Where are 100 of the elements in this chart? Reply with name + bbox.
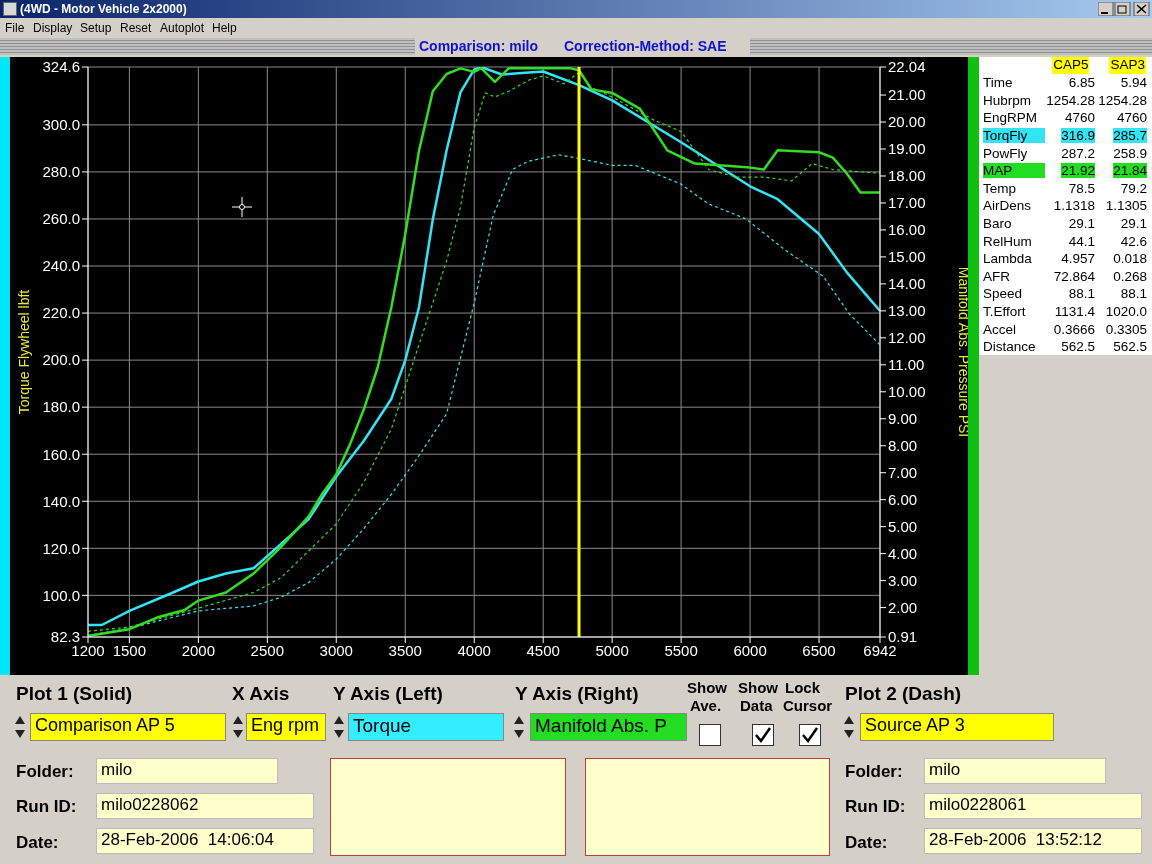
y2-tick-label: 5.00: [888, 517, 918, 535]
x-tick-label: 2000: [181, 641, 216, 659]
x-tick-label: 4000: [457, 641, 491, 659]
source-note: Source AP 3: [860, 713, 1054, 741]
y-tick-label: 200.0: [42, 351, 80, 369]
text: Lambda: [983, 251, 1032, 267]
text: Eng rpm: [246, 713, 326, 741]
text: Cursor: [783, 697, 833, 714]
x-tick-label: 5000: [595, 641, 629, 659]
text: Accel: [983, 321, 1017, 337]
y2-tick-label: 2.00: [888, 598, 918, 616]
y-tick-label: 160.0: [42, 445, 80, 463]
x-tick-label: 5500: [664, 641, 698, 659]
text: 0.3666: [1053, 321, 1095, 337]
y2-tick-label: 14.00: [888, 275, 926, 293]
y2-tick-label: 17.00: [888, 194, 926, 212]
y2-tick-label: 9.00: [888, 410, 918, 428]
text: Help: [212, 21, 237, 35]
y2-tick-label: 22.04: [888, 58, 926, 76]
text: 4760: [1116, 110, 1147, 126]
text: Show: [687, 679, 727, 696]
text: Time: [983, 75, 1013, 91]
text: Speed: [983, 286, 1023, 302]
y2-tick-label: 20.00: [888, 113, 926, 131]
y-tick-label: 140.0: [42, 492, 80, 510]
text: Run ID:: [845, 797, 906, 817]
text: Display: [33, 21, 73, 35]
text: Date:: [845, 833, 888, 853]
text: 0.268: [1113, 268, 1147, 284]
text: milo0228062: [96, 793, 314, 819]
text: Hubrpm: [983, 92, 1032, 108]
text: Plot 2 (Dash): [845, 683, 962, 705]
y2-tick-label: 8.00: [888, 437, 918, 455]
y2-tick-label: 13.00: [888, 302, 926, 320]
y2-tick-label: 19.00: [888, 140, 926, 158]
x-tick-label: 4500: [526, 641, 560, 659]
text: 72.864: [1053, 268, 1095, 284]
text: 5.94: [1120, 75, 1147, 91]
text: 1020.0: [1105, 304, 1147, 320]
text: milo0228061: [924, 793, 1142, 819]
text: Data: [740, 697, 773, 714]
y-tick-label: 180.0: [42, 398, 80, 416]
text: Y Axis (Right): [515, 683, 639, 705]
text: 1254.28: [1098, 92, 1147, 108]
text: 28-Feb-2006 14:06:04: [96, 828, 314, 854]
text: 88.1: [1068, 286, 1095, 302]
text: 21.84: [1113, 163, 1147, 179]
text: 1254.28: [1046, 92, 1095, 108]
text: TorqFly: [983, 128, 1028, 144]
text: 4.957: [1061, 251, 1095, 267]
text: milo: [96, 758, 278, 784]
text: File: [5, 21, 25, 35]
y-tick-label: 300.0: [42, 116, 80, 134]
text: AFR: [983, 268, 1010, 284]
text: Ave.: [690, 697, 722, 714]
y-tick-label: 220.0: [42, 304, 80, 322]
y2-tick-label: 15.00: [888, 248, 926, 266]
text: CAP5: [1052, 57, 1090, 74]
text: 562.5: [1061, 339, 1095, 355]
y-tick-label: 100.0: [42, 586, 80, 604]
y2-tick-label: 3.00: [888, 571, 918, 589]
y2-tick-label: 6.00: [888, 491, 918, 509]
y2-tick-label: 21.00: [888, 86, 926, 104]
text: Comparison AP 5: [30, 713, 226, 741]
text: 28-Feb-2006 13:52:12: [924, 828, 1142, 854]
y2-tick-label: 16.00: [888, 221, 926, 239]
x-tick-label: 2500: [250, 641, 284, 659]
text: 42.6: [1120, 233, 1147, 249]
text: 258.9: [1113, 145, 1147, 161]
text: 21.92: [1061, 163, 1095, 179]
text: Comparison: milo: [419, 38, 539, 54]
y-tick-label: 280.0: [42, 163, 80, 181]
text: Manifold Abs. P: [530, 713, 687, 741]
text: Y Axis (Left): [333, 683, 443, 705]
text: 6.85: [1068, 75, 1095, 91]
text: 88.1: [1120, 286, 1147, 302]
y-tick-label: 240.0: [42, 257, 80, 275]
text: 0.3305: [1105, 321, 1147, 337]
text: Autoplot: [160, 21, 205, 35]
text: Date:: [16, 833, 59, 853]
text: Temp: [983, 180, 1017, 196]
text: Run ID:: [16, 797, 77, 817]
text: 1.1318: [1053, 198, 1095, 214]
text: 285.7: [1113, 128, 1147, 144]
text: Folder:: [16, 762, 74, 782]
y2-tick-label: 11.00: [888, 356, 925, 374]
x-tick-label: 3500: [388, 641, 422, 659]
text: MAP: [983, 163, 1013, 179]
text: 316.9: [1061, 128, 1095, 144]
y2-tick-label: 4.00: [888, 544, 918, 562]
text: Reset: [120, 21, 152, 35]
y-tick-label: 324.6: [42, 58, 80, 76]
text: Lock: [785, 679, 821, 696]
text: Correction-Method: SAE: [564, 38, 727, 54]
text: 287.2: [1061, 145, 1095, 161]
y-tick-label: 260.0: [42, 210, 80, 228]
text: 78.5: [1068, 180, 1095, 196]
text: Distance: [983, 339, 1036, 355]
text: Setup: [80, 21, 112, 35]
text: X Axis: [232, 683, 290, 705]
